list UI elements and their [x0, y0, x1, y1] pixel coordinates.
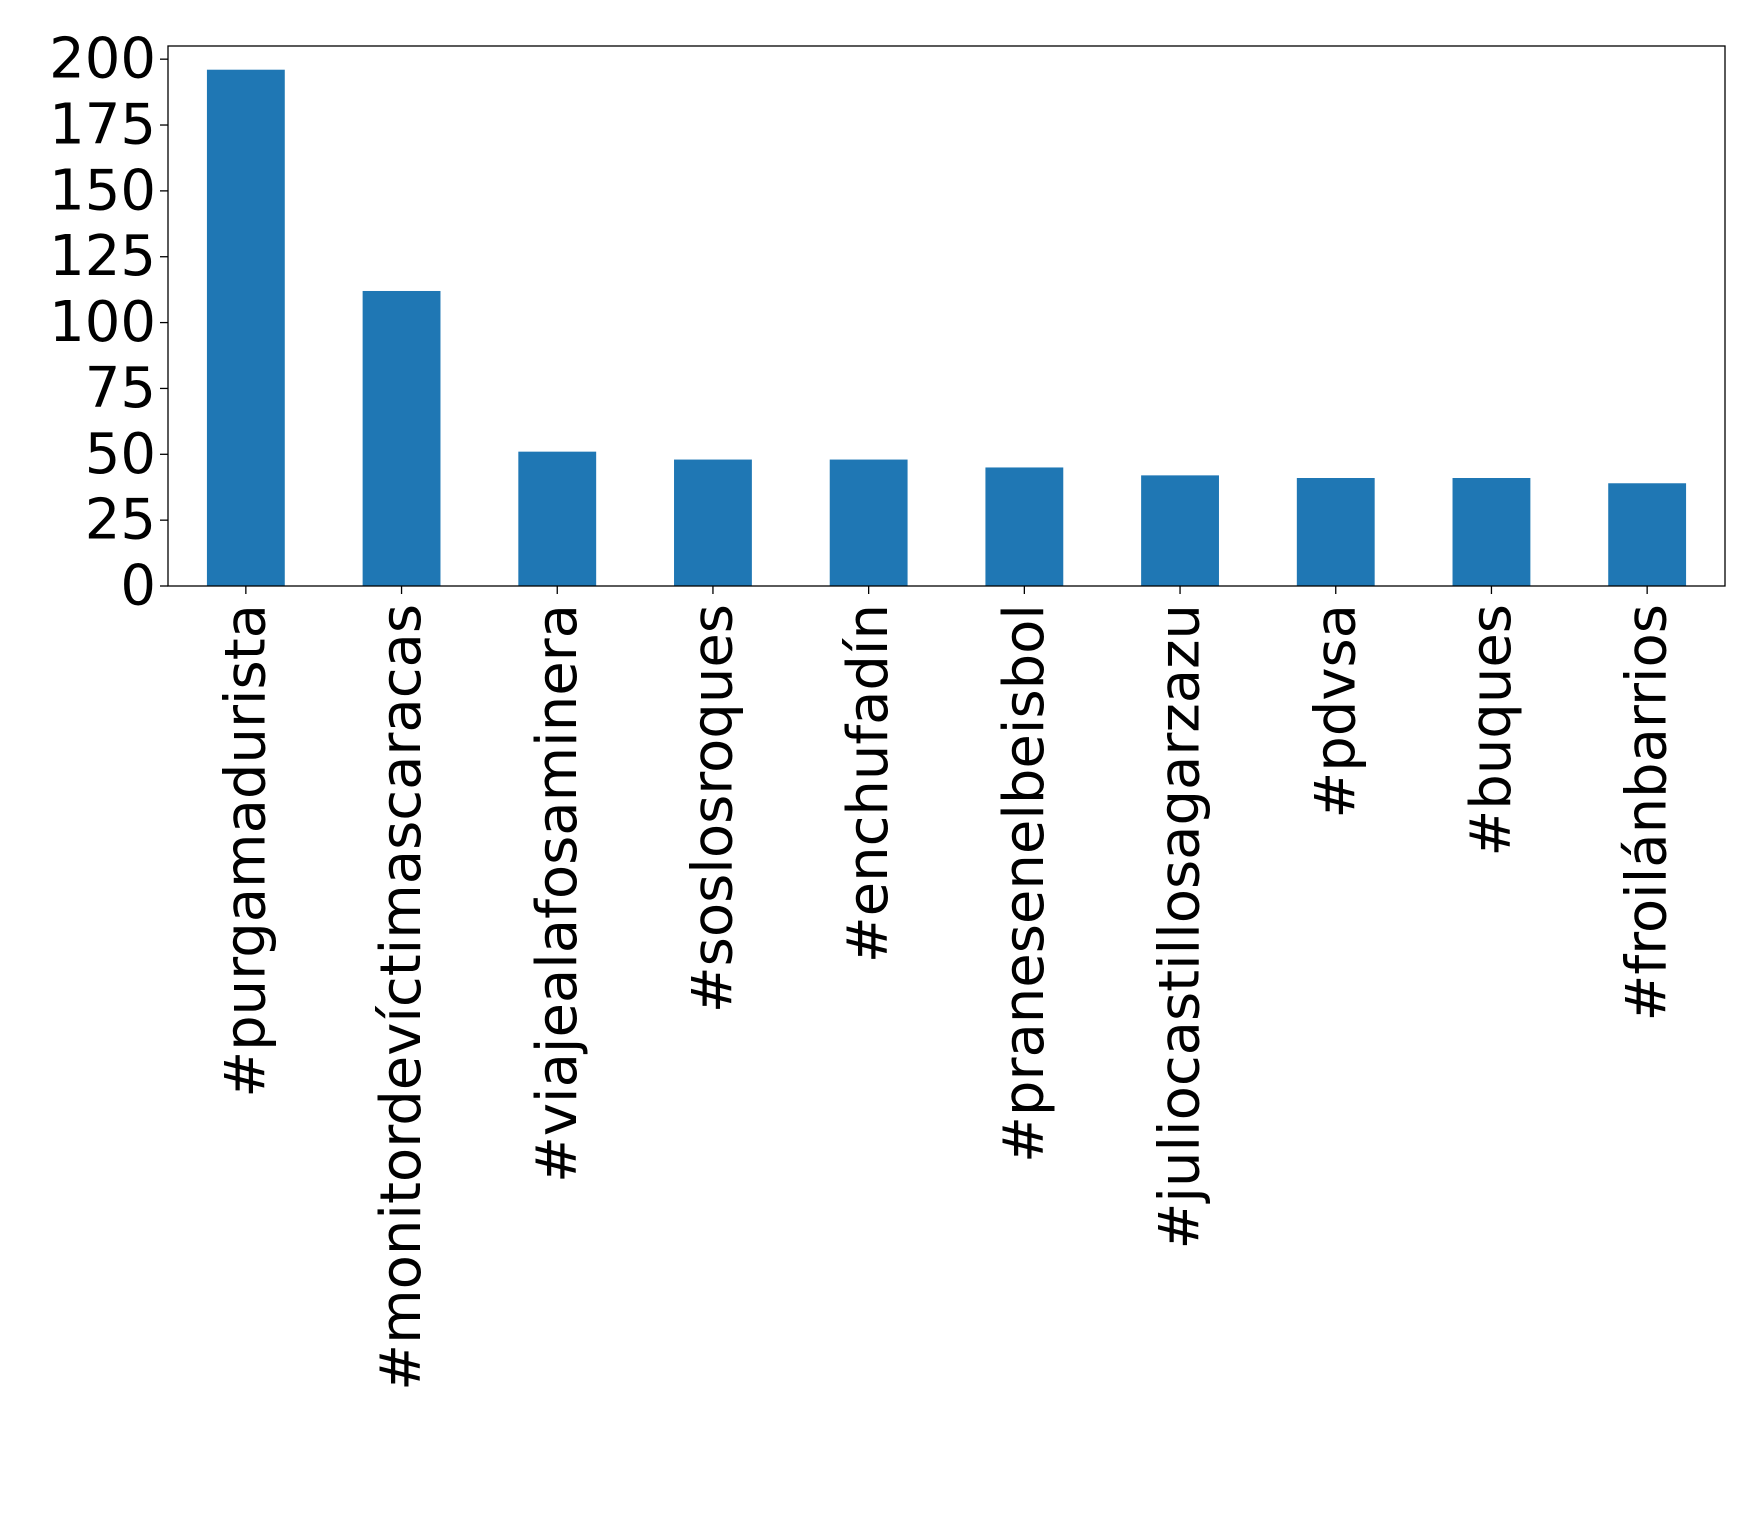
x-tick-label-monitordevictimascaracas: #monitordevíctimascaracas	[369, 604, 434, 1391]
x-tick-label-pdvsa: #pdvsa	[1303, 604, 1368, 819]
y-tick-label: 75	[85, 356, 156, 421]
y-tick-label: 50	[85, 422, 156, 487]
bar-viajealafosaminera	[518, 451, 597, 586]
bar-purgamadurista	[206, 69, 285, 586]
bars-layer	[206, 69, 1687, 586]
x-tick-label-pranesenelbeisbol: #pranesenelbeisbol	[992, 604, 1057, 1163]
bar-enchufadin	[829, 459, 908, 586]
x-axis: #purgamadurista #monitordevíctimascaracas…	[213, 586, 1680, 1391]
bar-buques	[1452, 478, 1531, 586]
plot-frame	[167, 45, 1726, 587]
bar-pdvsa	[1296, 478, 1375, 586]
bar-soslosroques	[674, 459, 752, 586]
x-tick-label-buques: #buques	[1459, 604, 1524, 857]
x-tick-label-purgamadurista: #purgamadurista	[213, 604, 278, 1098]
x-tick-label-soslosroques: #soslosroques	[680, 604, 745, 1013]
x-tick-label-viajealafosaminera: #viajealafosaminera	[525, 604, 590, 1183]
y-tick-label: 175	[49, 93, 156, 158]
bar-pranesenelbeisbol	[985, 467, 1064, 586]
x-tick-label-froilanbarrios: #froilánbarrios	[1615, 604, 1680, 1022]
bar-juliocastillosagarzazu	[1141, 475, 1219, 586]
y-tick-label: 125	[49, 224, 156, 289]
y-tick-label: 25	[85, 488, 156, 553]
y-tick-label: 150	[49, 158, 156, 223]
y-tick-label: 100	[49, 290, 156, 355]
bar-monitordevictimascaracas	[362, 290, 441, 586]
y-tick-label: 200	[49, 27, 156, 92]
bar-froilanbarrios	[1608, 483, 1687, 586]
x-tick-label-enchufadin: #enchufadín	[836, 604, 901, 963]
y-tick-label: 0	[120, 554, 156, 619]
x-tick-label-juliocastillosagarzazu: #juliocastillosagarzazu	[1148, 604, 1213, 1250]
